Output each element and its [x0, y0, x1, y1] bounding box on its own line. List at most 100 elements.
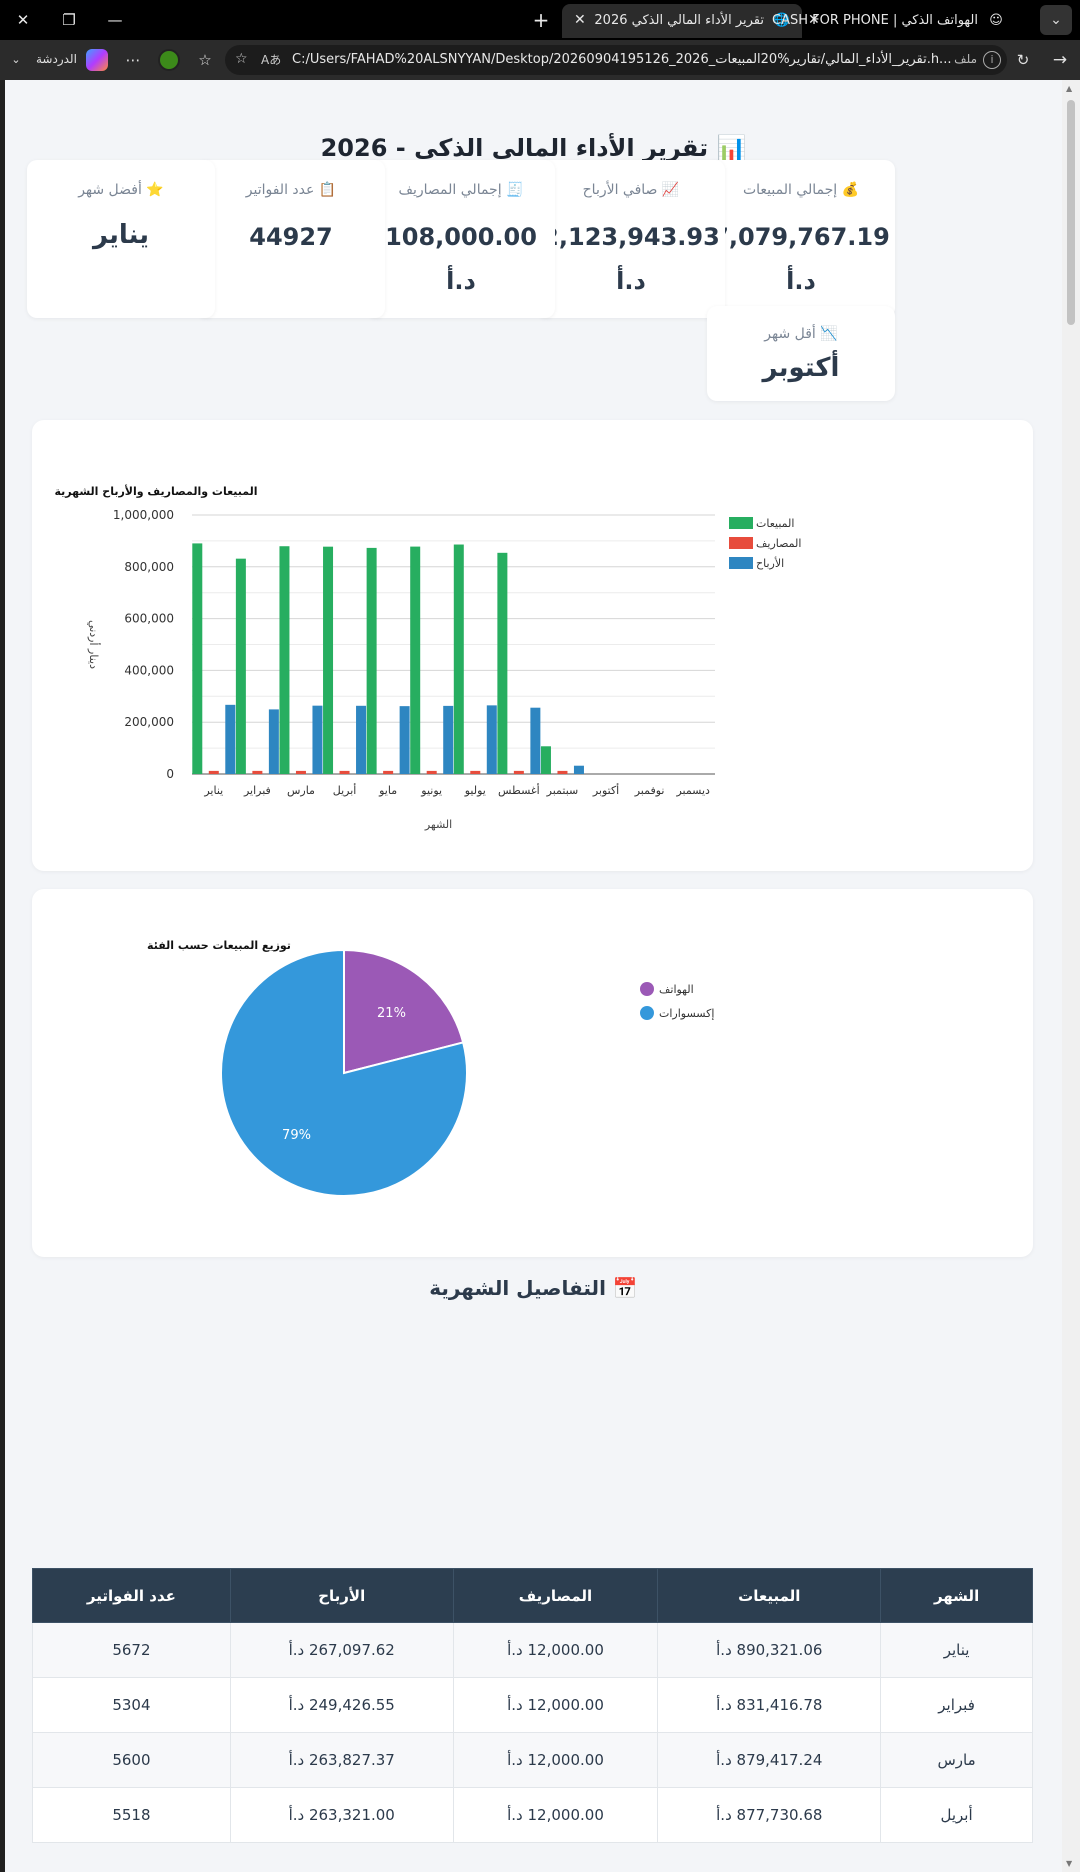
scroll-up-icon[interactable]: ▲	[1066, 84, 1073, 93]
pie-chart-title: توزيع المبيعات حسب الفئة	[147, 939, 291, 952]
table-cell: مارس	[880, 1732, 1033, 1788]
chart-down-icon: 📉	[820, 326, 838, 342]
browser-toolbar: ⌄ الدردشة ⋯ ☆ ☆ Aあ C:/Users/FAHAD%20ALSN…	[0, 40, 1080, 80]
clipboard-icon: 📋	[318, 182, 337, 198]
refresh-icon[interactable]: ↻	[1016, 51, 1030, 69]
x-tick-label: مارس	[287, 784, 315, 797]
site-info-icon[interactable]: i	[983, 51, 1001, 69]
y-tick-label: 400,000	[124, 663, 174, 677]
table-cell: 12,000.00 د.أ	[452, 1622, 659, 1678]
table-cell: يناير	[880, 1622, 1033, 1678]
chat-label[interactable]: الدردشة	[36, 52, 77, 66]
profile-avatar[interactable]	[158, 49, 180, 71]
table-cell: 267,097.62 د.أ	[229, 1622, 454, 1678]
column-header: الأرباح	[229, 1568, 454, 1623]
bar-expenses	[295, 770, 306, 774]
table-row: مارس 879,417.24 د.أ 12,000.00 د.أ 263,82…	[32, 1732, 1033, 1788]
bar-profit	[268, 709, 279, 774]
table-cell: 12,000.00 د.أ	[452, 1732, 659, 1788]
pie-chart: توزيع المبيعات حسب الفئة 21% 79% الهواتف إكس…	[147, 939, 714, 1197]
forward-arrow-icon[interactable]: →	[1052, 50, 1068, 70]
minimize-window-icon[interactable]: —	[107, 11, 123, 29]
legend-label: المصاريف	[756, 537, 801, 550]
legend-swatch	[729, 557, 753, 569]
address-url[interactable]: C:/Users/FAHAD%20ALSNYYAN/Desktop/202609…	[292, 52, 952, 67]
monthly-details-table: الشهر المبيعات المصاريف الأرباح عدد الفو…	[32, 1568, 1033, 1843]
scrollbar-thumb[interactable]	[1067, 100, 1075, 325]
stat-label: 📈 صافي الأرباح	[582, 182, 680, 198]
bar-profit	[443, 705, 454, 774]
stat-label: 🧾 إجمالي المصاريف	[398, 182, 524, 198]
y-tick-label: 600,000	[124, 612, 174, 626]
x-tick-label: يناير	[203, 784, 223, 797]
bar-sales	[410, 546, 421, 774]
bar-profit	[225, 704, 236, 774]
y-axis-label: دينار أردني	[87, 620, 101, 669]
read-aloud-icon[interactable]: Aあ	[261, 53, 282, 67]
table-cell: 12,000.00 د.أ	[452, 1677, 659, 1733]
restore-window-icon[interactable]: ❐	[62, 11, 76, 29]
x-tick-label: يونيو	[420, 784, 442, 797]
legend-label: الأرباح	[756, 556, 784, 570]
bar-chart: المبيعات والمصاريف والأرباح الشهرية 0 200,…	[54, 484, 801, 831]
table-cell: 5672	[32, 1622, 231, 1678]
close-window-icon[interactable]: ✕	[16, 11, 30, 29]
page-scrollbar[interactable]: ▲ ▼	[1062, 80, 1080, 1872]
stat-value: 2,123,943.93 د.أ	[542, 223, 720, 295]
address-bar[interactable]: ☆ Aあ C:/Users/FAHAD%20ALSNYYAN/Desktop/2…	[225, 45, 1007, 75]
column-header: عدد الفواتير	[32, 1568, 231, 1623]
stat-card-total-expenses: 🧾 إجمالي المصاريف 108,000.00 د.أ	[367, 160, 555, 318]
tab-financial-report[interactable]: 🌐 تقرير الأداء المالي الذكي 2026 ✕	[562, 4, 802, 38]
bar-profit	[312, 705, 323, 774]
table-cell: 5304	[32, 1677, 231, 1733]
address-scheme-label: ملف	[954, 52, 977, 66]
details-section-title: 📅 التفاصيل الشهرية	[429, 1276, 638, 1300]
tab-cash-for-phone[interactable]: ☺ الهواتف الذكي | CASH FOR PHONE ✕	[772, 4, 1008, 38]
star-icon: ⭐	[146, 182, 164, 198]
copilot-icon[interactable]	[86, 49, 108, 71]
bar-chart-panel: المبيعات والمصاريف والأرباح الشهرية 0 200,…	[32, 420, 1033, 871]
bar-expenses	[557, 770, 568, 774]
favorites-icon[interactable]: ☆	[198, 51, 212, 69]
x-tick-label: ديسمبر	[675, 784, 710, 797]
bar-chart-title: المبيعات والمصاريف والأرباح الشهرية	[54, 484, 257, 498]
stat-card-worst-month: 📉 أقل شهر أكتوبر	[707, 306, 895, 401]
x-tick-label: مايو	[378, 784, 397, 797]
x-axis-label: الشهر	[424, 818, 452, 831]
bar-sales	[540, 746, 551, 774]
y-tick-label: 800,000	[124, 560, 174, 574]
table-row: فبراير 831,416.78 د.أ 12,000.00 د.أ 249,…	[32, 1677, 1033, 1733]
x-tick-label: نوفمبر	[634, 784, 665, 797]
tab-title: تقرير الأداء المالي الذكي 2026	[594, 13, 764, 28]
more-menu-icon[interactable]: ⋯	[125, 51, 141, 69]
pie-slice-accessories	[220, 948, 468, 1197]
money-bag-icon: 💰	[841, 182, 860, 198]
x-tick-label: أغسطس	[498, 783, 540, 797]
x-tick-label: يوليو	[464, 784, 486, 797]
column-header: الشهر	[880, 1568, 1033, 1623]
bar-profit	[573, 765, 584, 774]
legend-swatch	[640, 1006, 654, 1020]
tab-list-chevron-icon[interactable]: ⌄	[1040, 5, 1072, 35]
table-cell: أبريل	[880, 1787, 1033, 1843]
close-tab-icon[interactable]: ✕	[808, 12, 820, 28]
sidebar-chevron-icon[interactable]: ⌄	[11, 53, 21, 66]
bar-profit	[530, 707, 541, 774]
stat-card-best-month: ⭐ أفضل شهر يناير	[27, 160, 215, 318]
x-tick-label: أبريل	[333, 783, 357, 797]
legend-label: إكسسوارات	[659, 1007, 714, 1020]
bar-expenses	[208, 770, 219, 774]
legend-label: الهواتف	[659, 983, 694, 996]
page-viewport: 📊 تقرير الأداء المالي الذكي - 2026 💰 إجم…	[5, 80, 1062, 1872]
stat-value: 44927	[249, 223, 333, 251]
bar-sales	[497, 552, 508, 774]
stat-value: يناير	[92, 220, 150, 250]
favicon-icon: ☺	[989, 13, 1003, 28]
favorite-star-icon[interactable]: ☆	[235, 51, 248, 67]
table-cell: 249,426.55 د.أ	[229, 1677, 454, 1733]
scroll-down-icon[interactable]: ▼	[1066, 1859, 1073, 1868]
new-tab-icon[interactable]: +	[532, 8, 550, 32]
bar-expenses	[383, 770, 394, 774]
bar-profit	[356, 705, 367, 774]
close-tab-icon[interactable]: ✕	[574, 12, 586, 28]
